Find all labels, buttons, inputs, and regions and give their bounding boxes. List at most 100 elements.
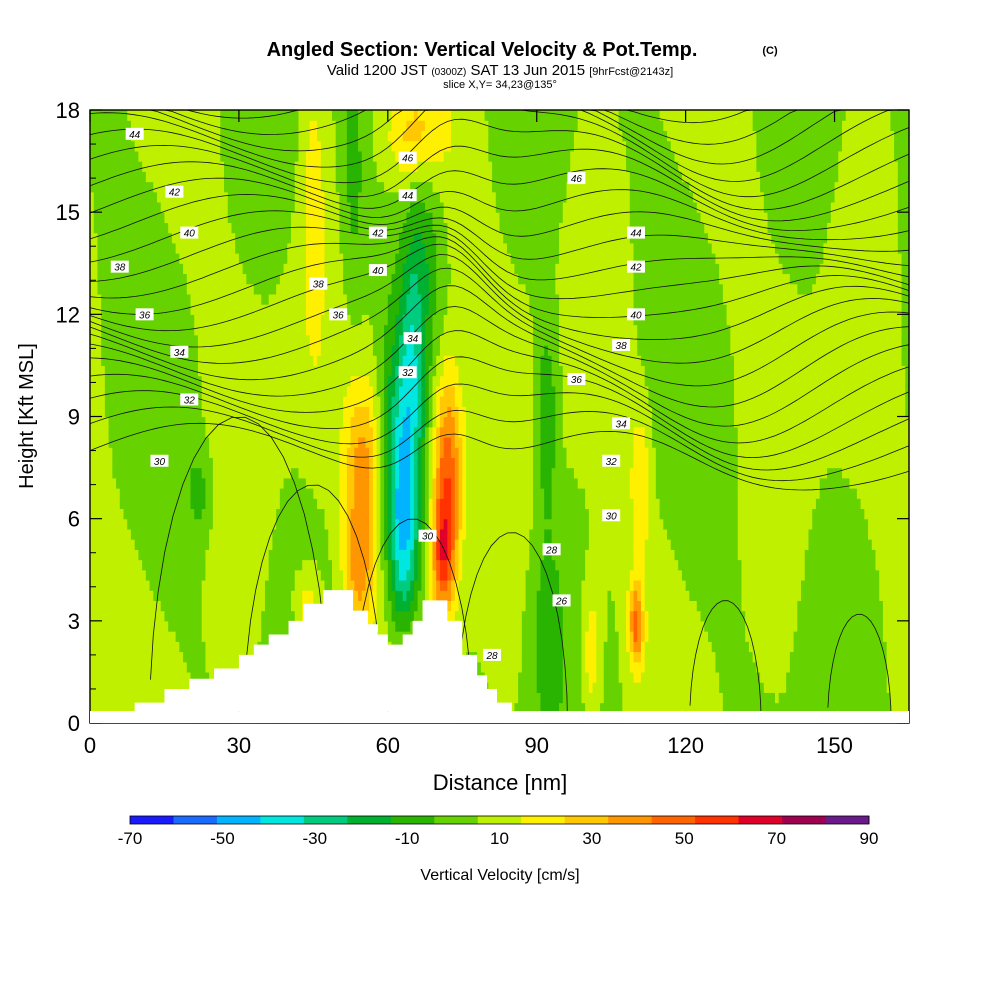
velocity-cell — [279, 191, 285, 203]
velocity-cell — [309, 150, 314, 162]
velocity-cell — [317, 191, 322, 203]
velocity-cell — [264, 355, 270, 367]
velocity-cell — [97, 682, 102, 693]
velocity-cell — [291, 181, 296, 193]
velocity-cell — [190, 508, 195, 520]
velocity-cell — [183, 488, 188, 499]
velocity-cell — [130, 120, 136, 132]
velocity-cell — [257, 263, 262, 275]
velocity-cell — [101, 406, 106, 418]
velocity-cell — [238, 631, 244, 642]
velocity-cell — [179, 498, 184, 510]
velocity-cell — [335, 293, 341, 305]
velocity-cell — [298, 253, 303, 264]
velocity-cell — [205, 324, 210, 336]
velocity-cell — [268, 355, 274, 367]
velocity-cell — [365, 600, 370, 612]
velocity-cell — [309, 549, 314, 561]
velocity-cell — [186, 161, 192, 172]
velocity-cell — [268, 263, 274, 275]
velocity-cell — [346, 467, 352, 479]
velocity-cell — [264, 631, 270, 642]
velocity-cell — [175, 130, 180, 142]
velocity-cell — [369, 549, 374, 561]
velocity-cell — [250, 559, 255, 571]
velocity-cell — [134, 396, 139, 407]
velocity-cell — [212, 385, 218, 397]
velocity-cell — [216, 242, 221, 254]
velocity-cell — [328, 150, 333, 162]
velocity-cell — [108, 569, 113, 581]
velocity-cell — [365, 396, 370, 407]
velocity-cell — [130, 426, 136, 438]
velocity-cell — [335, 191, 341, 203]
velocity-cell — [134, 201, 139, 213]
velocity-cell — [130, 344, 136, 356]
velocity-cell — [272, 273, 277, 285]
velocity-cell — [123, 436, 128, 448]
velocity-cell — [317, 365, 322, 377]
velocity-cell — [130, 150, 136, 162]
velocity-cell — [220, 477, 225, 489]
velocity-cell — [261, 396, 266, 407]
velocity-cell — [257, 314, 262, 326]
velocity-cell — [369, 385, 374, 397]
velocity-cell — [112, 488, 117, 499]
velocity-cell — [250, 426, 255, 438]
velocity-cell — [253, 120, 259, 132]
velocity-cell — [179, 671, 184, 683]
velocity-cell — [291, 488, 296, 499]
velocity-cell — [391, 385, 396, 397]
velocity-cell — [220, 201, 225, 213]
velocity-cell — [250, 447, 255, 458]
velocity-cell — [298, 610, 303, 622]
velocity-cell — [291, 426, 296, 438]
velocity-cell — [134, 498, 139, 510]
velocity-cell — [190, 549, 195, 561]
velocity-cell — [116, 110, 121, 121]
velocity-cell — [354, 385, 359, 397]
velocity-cell — [294, 385, 300, 397]
velocity-cell — [164, 682, 169, 693]
velocity-cell — [335, 201, 341, 213]
velocity-cell — [324, 579, 329, 591]
velocity-cell — [127, 498, 132, 510]
velocity-cell — [160, 682, 166, 693]
velocity-cell — [272, 232, 277, 244]
velocity-cell — [93, 242, 99, 254]
velocity-cell — [209, 375, 214, 387]
velocity-cell — [194, 559, 199, 571]
velocity-cell — [331, 488, 337, 499]
velocity-cell — [283, 579, 288, 591]
velocity-cell — [224, 161, 229, 172]
velocity-cell — [276, 559, 281, 571]
velocity-cell — [264, 232, 270, 244]
velocity-cell — [250, 579, 255, 591]
velocity-cell — [227, 590, 233, 601]
velocity-cell — [339, 426, 344, 438]
velocity-cell — [279, 212, 285, 223]
velocity-cell — [142, 477, 147, 489]
velocity-cell — [261, 631, 266, 642]
velocity-cell — [197, 579, 203, 591]
velocity-cell — [164, 528, 169, 540]
velocity-cell — [283, 539, 288, 550]
velocity-cell — [317, 140, 322, 152]
velocity-cell — [242, 212, 247, 223]
velocity-cell — [194, 406, 199, 418]
velocity-cell — [339, 518, 344, 530]
velocity-cell — [354, 212, 359, 223]
velocity-cell — [242, 181, 247, 193]
velocity-cell — [346, 191, 352, 203]
velocity-cell — [346, 110, 352, 121]
velocity-cell — [235, 488, 240, 499]
velocity-cell — [235, 467, 240, 479]
velocity-cell — [183, 671, 188, 683]
velocity-cell — [153, 110, 158, 121]
velocity-cell — [242, 447, 247, 458]
velocity-cell — [160, 671, 166, 683]
velocity-cell — [194, 344, 199, 356]
velocity-cell — [197, 467, 203, 479]
velocity-cell — [212, 406, 218, 418]
velocity-cell — [253, 590, 259, 601]
